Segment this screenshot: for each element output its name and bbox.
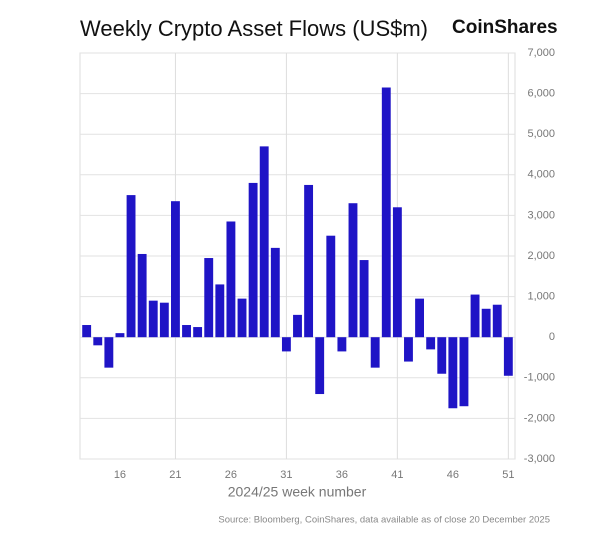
bar [426, 337, 436, 350]
bar [159, 302, 169, 338]
bar [404, 337, 413, 362]
y-tick-label: 2,000 [527, 250, 555, 262]
brand-logo: CoinShares [452, 17, 558, 38]
x-tick-label: 36 [336, 469, 348, 481]
bar [448, 337, 458, 409]
bar [93, 337, 103, 346]
bar [370, 337, 380, 368]
bar [237, 298, 247, 338]
x-tick-label: 41 [391, 469, 403, 481]
x-tick-label: 31 [280, 469, 292, 481]
bar [315, 337, 325, 395]
y-tick-label: 4,000 [527, 169, 555, 181]
y-tick-label: 0 [549, 331, 555, 343]
bar [182, 325, 191, 338]
y-tick-label: -2,000 [524, 412, 555, 424]
bar [259, 146, 269, 338]
y-tick-label: 6,000 [527, 88, 555, 100]
bar [381, 87, 391, 338]
bar [293, 314, 302, 338]
bar [481, 308, 491, 338]
y-tick-label: 7,000 [527, 47, 555, 59]
y-tick-label: -3,000 [524, 453, 555, 465]
y-tick-label: 5,000 [527, 128, 555, 140]
bar [193, 327, 203, 338]
bar [170, 201, 180, 338]
x-tick-label: 46 [447, 469, 459, 481]
bar [348, 203, 358, 338]
bar [248, 182, 258, 338]
bar [126, 195, 136, 338]
bar [415, 298, 425, 338]
y-tick-label: 3,000 [527, 209, 555, 221]
bar [148, 300, 158, 338]
chart-title: Weekly Crypto Asset Flows (US$m) [80, 16, 428, 41]
x-tick-label: 51 [502, 469, 514, 481]
bar [204, 258, 214, 338]
bar [115, 333, 125, 338]
bar [437, 337, 447, 374]
bar [359, 260, 369, 338]
bar [470, 294, 480, 338]
x-tick-label: 26 [225, 469, 237, 481]
x-axis-label: 2024/25 week number [228, 484, 367, 500]
bar [270, 247, 280, 338]
bar [459, 337, 469, 407]
bar [104, 337, 114, 368]
bar [337, 337, 347, 352]
bar [82, 325, 92, 338]
bar [137, 253, 147, 338]
x-tick-label: 21 [169, 469, 181, 481]
y-tick-label: 1,000 [527, 291, 555, 303]
x-tick-label: 16 [114, 469, 126, 481]
source-note: Source: Bloomberg, CoinShares, data avai… [218, 515, 550, 526]
bar [226, 221, 236, 338]
bar [392, 207, 402, 338]
bar [304, 184, 314, 338]
bar [281, 337, 291, 352]
bar [326, 235, 336, 338]
y-tick-label: -1,000 [524, 372, 555, 384]
bar [503, 337, 513, 376]
bar [492, 304, 502, 338]
bar [215, 284, 225, 338]
